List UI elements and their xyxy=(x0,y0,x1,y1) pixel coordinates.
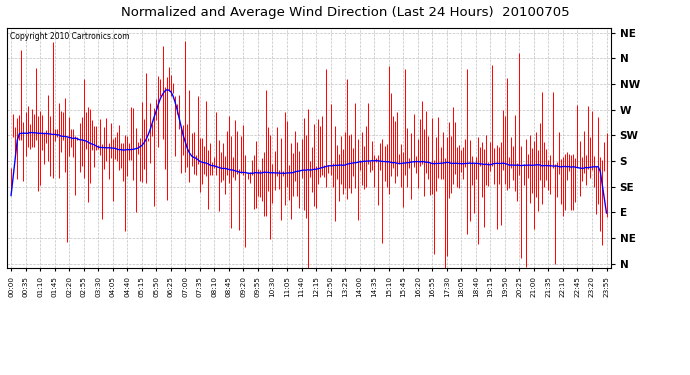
Text: Normalized and Average Wind Direction (Last 24 Hours)  20100705: Normalized and Average Wind Direction (L… xyxy=(121,6,569,19)
Text: Copyright 2010 Cartronics.com: Copyright 2010 Cartronics.com xyxy=(10,32,130,41)
